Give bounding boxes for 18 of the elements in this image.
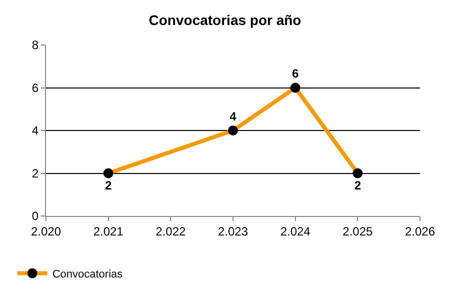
data-label: 6 xyxy=(292,66,299,80)
legend-label: Convocatorias xyxy=(52,268,124,281)
y-tick-label: 8 xyxy=(32,38,39,52)
y-tick-label: 6 xyxy=(32,80,39,95)
x-tick-label: 2.020 xyxy=(30,224,62,238)
x-tick-label: 2.023 xyxy=(218,224,248,238)
x-tick-label: 2.021 xyxy=(93,224,124,238)
x-tick-label: 2.024 xyxy=(280,224,311,238)
y-tick-label: 0 xyxy=(32,209,39,224)
x-tick-label: 2.026 xyxy=(404,224,436,238)
data-label: 4 xyxy=(230,109,237,124)
chart-title: Convocatorias por año xyxy=(148,12,302,28)
data-label: 2 xyxy=(354,178,362,192)
x-tick-label: 2.022 xyxy=(156,224,186,238)
data-label: 2 xyxy=(104,178,112,192)
y-tick-label: 4 xyxy=(32,124,39,138)
x-tick-label: 2.025 xyxy=(342,224,374,238)
y-tick-label: 2 xyxy=(32,166,39,180)
